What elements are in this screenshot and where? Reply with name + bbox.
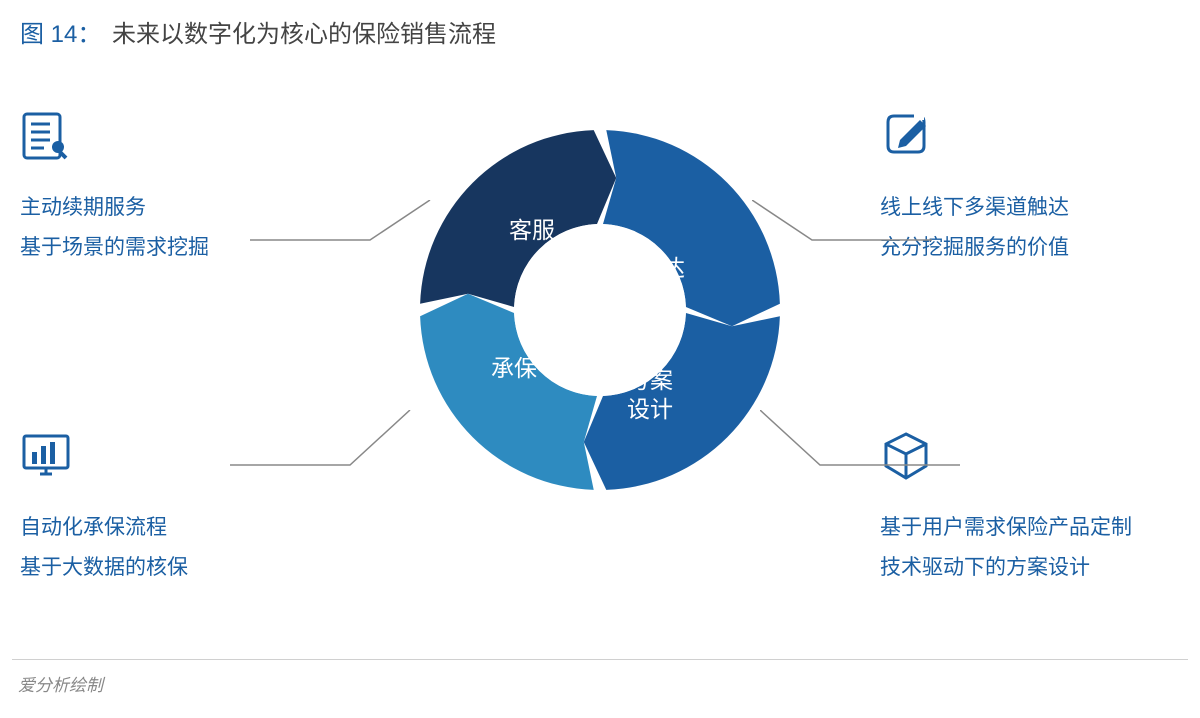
callout-line: 基于大数据的核保: [20, 548, 320, 588]
connector-bl: [230, 410, 430, 480]
checklist-icon: [20, 110, 320, 162]
figure-number: 图 14：: [20, 21, 101, 48]
callout-line: 自动化承保流程: [20, 508, 320, 548]
connector-br: [760, 410, 960, 480]
divider-line: [12, 659, 1188, 660]
figure-title-text: 未来以数字化为核心的保险销售流程: [112, 21, 496, 48]
wheel-label-plan_design: 方案设计: [610, 366, 690, 424]
credit-text: 爱分析绘制: [18, 671, 103, 696]
wheel-label-reach: 触达: [622, 254, 702, 283]
callout-line: 基于用户需求保险产品定制: [880, 508, 1180, 548]
callout-line: 技术驱动下的方案设计: [880, 548, 1180, 588]
figure-title: 图 14： 未来以数字化为核心的保险销售流程: [20, 14, 496, 49]
process-wheel: 客服触达方案设计 承保: [410, 120, 790, 500]
wheel-svg: [410, 120, 790, 500]
wheel-label-underwriting: 承保: [474, 354, 554, 383]
edit-icon: [880, 110, 1180, 162]
wheel-label-customer_service: 客服: [492, 216, 572, 245]
diagram-page: 图 14： 未来以数字化为核心的保险销售流程 主动续期服务 基于场景的需求挖掘: [0, 0, 1200, 718]
